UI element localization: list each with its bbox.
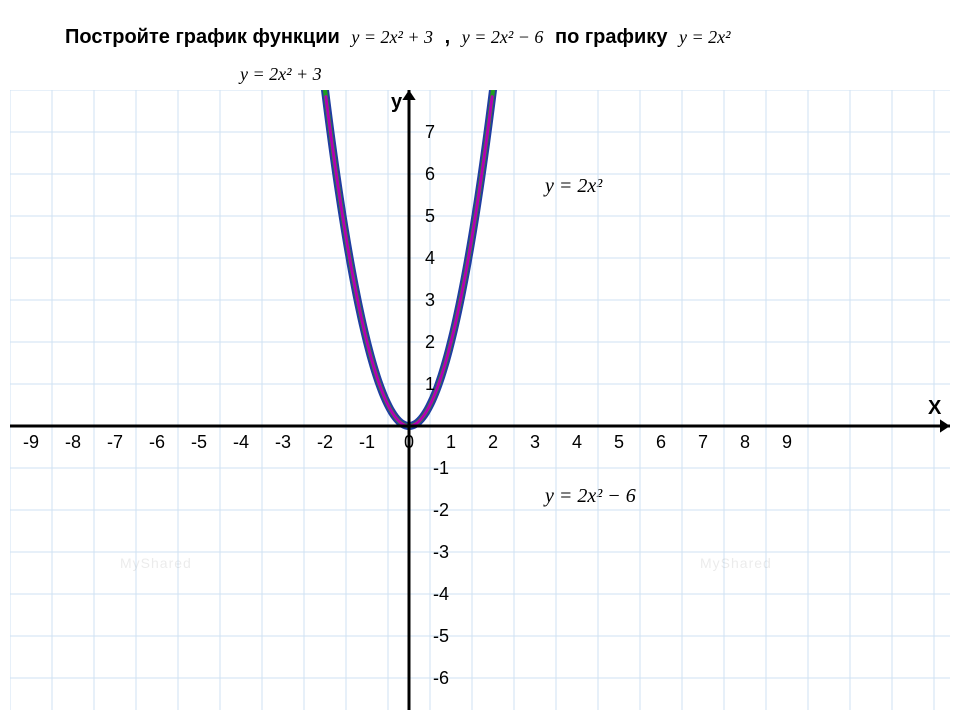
x-tick: -9: [23, 432, 39, 452]
x-axis-label: X: [928, 397, 942, 419]
x-tick: -1: [359, 432, 375, 452]
y-tick: 5: [425, 206, 435, 226]
y-tick: -2: [433, 500, 449, 520]
x-tick: -8: [65, 432, 81, 452]
x-tick: 5: [614, 432, 624, 452]
x-tick: -3: [275, 432, 291, 452]
x-tick: -7: [107, 432, 123, 452]
y-tick: 4: [425, 248, 435, 268]
x-tick: 6: [656, 432, 666, 452]
y-tick: -4: [433, 584, 449, 604]
y-tick: -6: [433, 668, 449, 688]
y-tick: -3: [433, 542, 449, 562]
title-formula-2: y = 2x² − 6: [456, 27, 550, 47]
y-tick: -5: [433, 626, 449, 646]
x-tick: -4: [233, 432, 249, 452]
x-tick: 8: [740, 432, 750, 452]
y-tick: 6: [425, 164, 435, 184]
title-comma: ,: [445, 26, 451, 48]
x-tick: 1: [446, 432, 456, 452]
y-tick: 7: [425, 122, 435, 142]
y-axis-label: y: [391, 91, 403, 113]
x-tick: 0: [404, 432, 414, 452]
x-tick: 3: [530, 432, 540, 452]
x-tick: 4: [572, 432, 582, 452]
x-tick: 9: [782, 432, 792, 452]
y-tick: 3: [425, 290, 435, 310]
subtitle-formula: y = 2x² + 3: [240, 64, 322, 85]
title-formula-3: y = 2x²: [673, 27, 737, 47]
x-tick: -5: [191, 432, 207, 452]
title-part3: по графику: [555, 26, 667, 48]
title-part1: Постройте график функции: [65, 26, 340, 48]
x-tick: 2: [488, 432, 498, 452]
x-tick: -6: [149, 432, 165, 452]
title-formula-1: y = 2x² + 3: [345, 27, 439, 47]
y-tick: 1: [425, 374, 435, 394]
y-tick: -1: [433, 458, 449, 478]
y-tick: 2: [425, 332, 435, 352]
x-tick: 7: [698, 432, 708, 452]
x-tick: -2: [317, 432, 333, 452]
page-title: Постройте график функции y = 2x² + 3 , y…: [65, 26, 737, 49]
function-chart: y X -9 -8 -7 -6 -5 -4 -3 -2 -1 0 1 2 3 4 5 6 7 8 9 7 6 5 4 3 2 1 -1 -…: [10, 90, 950, 710]
